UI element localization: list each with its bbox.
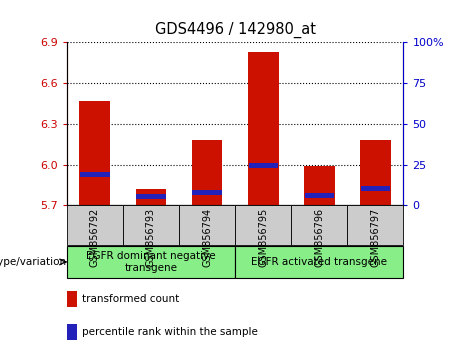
Bar [67, 324, 77, 340]
Bar [136, 189, 166, 205]
Bar [361, 186, 390, 191]
Bar [235, 205, 291, 245]
Text: GSM856796: GSM856796 [314, 207, 324, 267]
Text: GSM856794: GSM856794 [202, 207, 212, 267]
Bar [67, 291, 77, 307]
Bar [192, 190, 222, 195]
Bar [123, 205, 179, 245]
Bar [235, 246, 403, 278]
Bar [347, 205, 403, 245]
Text: GSM856793: GSM856793 [146, 207, 156, 267]
Bar [304, 166, 335, 205]
Bar [80, 172, 110, 177]
Bar [136, 194, 165, 199]
Text: percentile rank within the sample: percentile rank within the sample [82, 327, 258, 337]
Bar [360, 140, 391, 205]
Text: transformed count: transformed count [82, 294, 179, 304]
Text: EGFR dominant negative
transgene: EGFR dominant negative transgene [86, 251, 216, 273]
Bar [192, 140, 223, 205]
Text: GSM856797: GSM856797 [370, 207, 380, 267]
Bar [79, 101, 110, 205]
Title: GDS4496 / 142980_at: GDS4496 / 142980_at [154, 22, 316, 38]
Text: GSM856795: GSM856795 [258, 207, 268, 267]
Text: GSM856792: GSM856792 [90, 207, 100, 267]
Bar [291, 205, 347, 245]
Bar [179, 205, 235, 245]
Bar [67, 205, 123, 245]
Text: EGFR activated transgene: EGFR activated transgene [251, 257, 387, 267]
Bar [248, 52, 278, 205]
Text: genotype/variation: genotype/variation [0, 257, 67, 267]
Bar [67, 246, 235, 278]
Bar [305, 193, 334, 198]
Bar [248, 163, 278, 168]
